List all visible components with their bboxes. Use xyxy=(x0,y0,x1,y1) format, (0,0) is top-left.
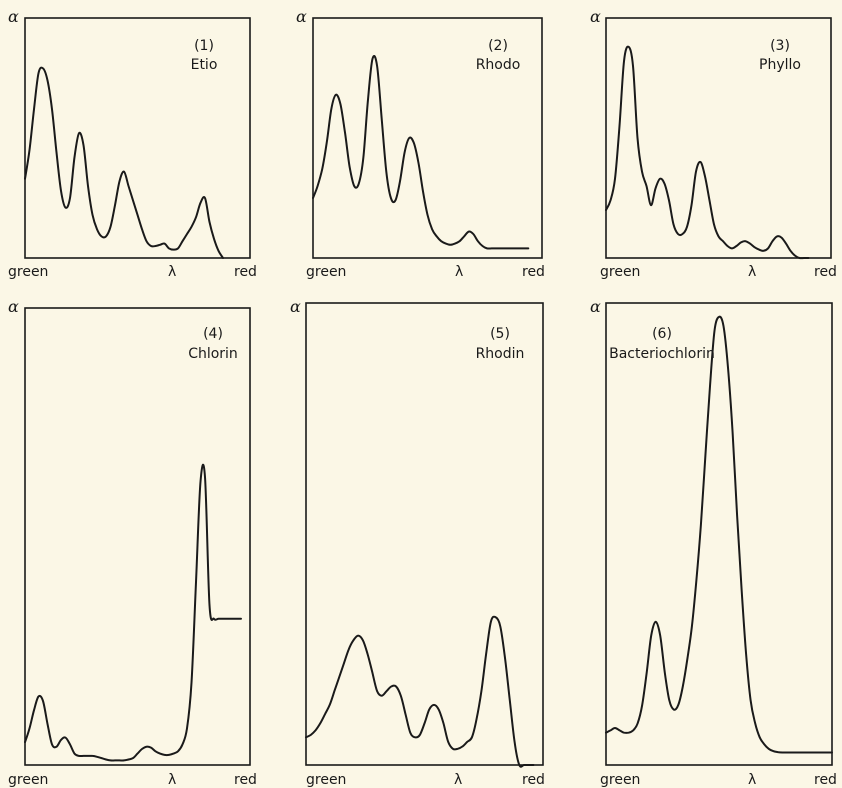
panel-6-x-center-label: λ xyxy=(748,772,756,788)
panel-6-x-left-label: green xyxy=(600,772,640,788)
panel-6-frame xyxy=(605,302,833,766)
panel-6-curve xyxy=(605,315,833,754)
panel-2-frame xyxy=(312,17,543,259)
panel-4-curve xyxy=(24,463,242,762)
panel-1-number-label: (1) xyxy=(194,38,214,54)
panel-5-x-left-label: green xyxy=(306,772,346,788)
panel-3-x-left-label: green xyxy=(600,264,640,280)
panel-2-x-right-label: red xyxy=(522,264,545,280)
panel-3-number-label: (3) xyxy=(770,38,790,54)
panel-1-y-axis-label: α xyxy=(8,7,19,26)
panel-6-x-right-label: red xyxy=(814,772,837,788)
panel-5-x-right-label: red xyxy=(522,772,545,788)
panel-4-name-label: Chlorin xyxy=(188,346,238,362)
panel-3-y-axis-label: α xyxy=(590,7,601,26)
panel-5: α (5) Rhodin green λ red xyxy=(290,297,545,788)
panel-4-x-right-label: red xyxy=(234,772,257,788)
panel-2-x-left-label: green xyxy=(306,264,346,280)
panel-2-x-center-label: λ xyxy=(455,264,463,280)
panel-4-y-axis-label: α xyxy=(8,297,19,316)
panel-3-x-right-label: red xyxy=(814,264,837,280)
panel-4: α (4) Chlorin green λ red xyxy=(8,297,257,788)
panel-2-curve xyxy=(312,54,530,250)
panel-6-name-label: Bacteriochlorin xyxy=(609,346,715,362)
panel-2-name-label: Rhodo xyxy=(476,57,521,73)
panel-6-number-label: (6) xyxy=(652,326,672,342)
panel-6: α (6) Bacteriochlorin green λ red xyxy=(590,297,837,788)
panel-2-number-label: (2) xyxy=(488,38,508,54)
panel-5-number-label: (5) xyxy=(490,326,510,342)
panel-4-frame xyxy=(24,307,251,766)
panel-5-x-center-label: λ xyxy=(454,772,462,788)
panel-3-frame xyxy=(605,17,832,259)
panel-6-y-axis-label: α xyxy=(590,297,601,316)
panel-4-x-center-label: λ xyxy=(168,772,176,788)
panel-1-x-right-label: red xyxy=(234,264,257,280)
panel-1-x-left-label: green xyxy=(8,264,48,280)
panel-3-name-label: Phyllo xyxy=(759,57,801,73)
panel-1-curve xyxy=(24,66,224,259)
panel-2: α (2) Rhodo green λ red xyxy=(296,7,545,280)
panel-3-x-center-label: λ xyxy=(748,264,756,280)
panel-4-x-left-label: green xyxy=(8,772,48,788)
panel-2-y-axis-label: α xyxy=(296,7,307,26)
panel-5-y-axis-label: α xyxy=(290,297,301,316)
panel-1-name-label: Etio xyxy=(191,57,218,73)
panel-3-curve xyxy=(605,45,810,260)
panel-5-curve xyxy=(305,615,535,768)
panel-3: α (3) Phyllo green λ red xyxy=(590,7,837,280)
panel-4-number-label: (4) xyxy=(203,326,223,342)
panel-5-name-label: Rhodin xyxy=(476,346,525,362)
panel-1-frame xyxy=(24,17,251,259)
panel-5-frame xyxy=(305,302,544,766)
panel-1: α (1) Etio green λ red xyxy=(8,7,257,280)
panel-1-x-center-label: λ xyxy=(168,264,176,280)
